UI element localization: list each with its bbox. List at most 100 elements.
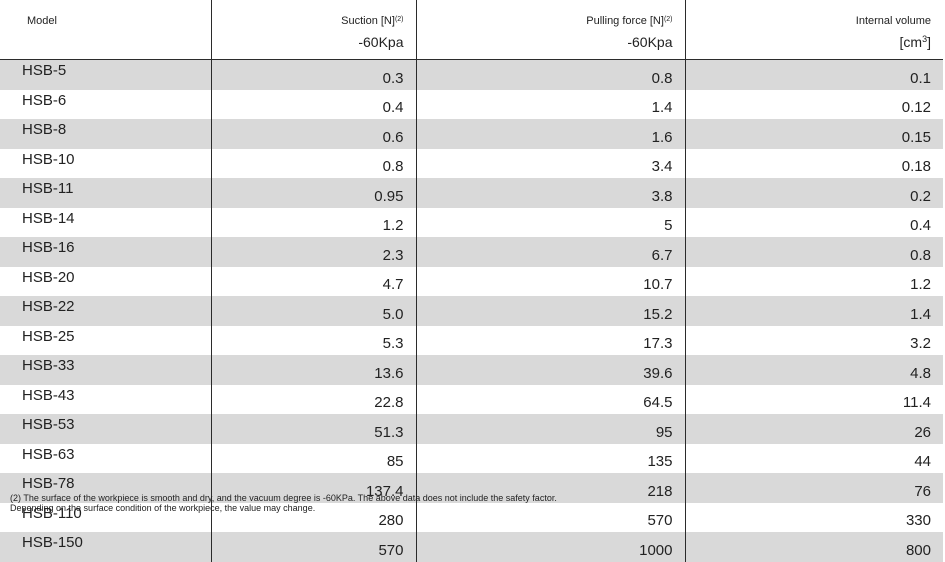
model-cell: HSB-53 (22, 416, 75, 433)
table-row: HSB-11 0.95 3.8 0.2 (0, 178, 943, 208)
suction-cell: 4.7 (210, 266, 416, 296)
suction-cell: 85 (210, 443, 416, 473)
pulling-cell: 218 (415, 473, 685, 503)
pulling-cell: 3.8 (415, 178, 685, 208)
table-row: HSB-63 85 135 44 (0, 443, 943, 473)
volume-cell: 4.8 (684, 355, 943, 385)
volume-cell: 330 (684, 502, 943, 532)
table-row: HSB-20 4.7 10.7 1.2 (0, 266, 943, 296)
volume-cell: 1.2 (684, 266, 943, 296)
table-row: HSB-16 2.3 6.7 0.8 (0, 237, 943, 267)
pulling-cell: 39.6 (415, 355, 685, 385)
model-cell: HSB-25 (22, 327, 75, 345)
model-cell: HSB-33 (22, 357, 75, 374)
suction-cell: 51.3 (210, 414, 416, 444)
model-cell: HSB-11 (22, 180, 74, 197)
header-volume-unit: [cm3] (698, 32, 931, 52)
volume-cell: 0.18 (684, 148, 943, 178)
pulling-cell: 6.7 (415, 237, 685, 267)
pulling-cell: 15.2 (415, 296, 685, 326)
footnote: (2) The surface of the workpiece is smoo… (10, 493, 557, 513)
pulling-cell: 135 (415, 443, 685, 473)
table-row: HSB-25 5.3 17.3 3.2 (0, 325, 943, 355)
table-row: HSB-53 51.3 95 26 (0, 414, 943, 444)
header-suction-label: Suction [N] (341, 15, 395, 27)
suction-cell: 0.95 (210, 178, 416, 208)
table-row: HSB-8 0.6 1.6 0.15 (0, 119, 943, 149)
pulling-cell: 0.8 (415, 59, 685, 90)
table-row: HSB-10 0.8 3.4 0.18 (0, 148, 943, 178)
volume-cell: 0.2 (684, 178, 943, 208)
header-volume-unit-post: ] (927, 34, 931, 50)
suction-cell: 0.8 (210, 148, 416, 178)
volume-cell: 3.2 (684, 325, 943, 355)
pulling-cell: 10.7 (415, 266, 685, 296)
table-row: HSB-150 570 1000 800 (0, 532, 943, 562)
header-pulling-pressure: -60Kpa (627, 34, 673, 50)
pulling-cell: 1000 (415, 532, 685, 562)
header-model: Model (0, 0, 211, 60)
model-cell: HSB-14 (22, 209, 75, 227)
table-row: HSB-6 0.4 1.4 0.12 (0, 89, 943, 119)
volume-cell: 0.15 (684, 119, 943, 149)
header-pulling-label: Pulling force [N] (586, 15, 664, 27)
model-cell: HSB-8 (22, 121, 67, 138)
volume-cell: 0.8 (684, 237, 943, 267)
table-header: Model Suction [N](2) -60Kpa Pulling forc… (0, 0, 943, 60)
table-row: HSB-14 1.2 5 0.4 (0, 207, 943, 237)
volume-cell: 76 (684, 473, 943, 503)
volume-cell: 1.4 (684, 296, 943, 326)
volume-cell: 800 (684, 532, 943, 562)
suction-cell: 2.3 (210, 237, 416, 267)
pulling-cell: 64.5 (415, 384, 685, 414)
footnote-line-2: Depending on the surface condition of th… (10, 503, 316, 513)
pulling-cell: 17.3 (415, 325, 685, 355)
table-row: HSB-33 13.6 39.6 4.8 (0, 355, 943, 385)
suction-cell: 22.8 (210, 384, 416, 414)
model-cell: HSB-22 (22, 298, 75, 315)
model-cell: HSB-150 (22, 534, 83, 551)
suction-cell: 570 (210, 532, 416, 562)
volume-cell: 26 (684, 414, 943, 444)
suction-cell: 5.3 (210, 325, 416, 355)
model-cell: HSB-6 (22, 91, 67, 109)
model-cell: HSB-20 (22, 268, 75, 286)
volume-cell: 11.4 (684, 384, 943, 414)
pulling-cell: 1.4 (415, 89, 685, 119)
footnote-line-1: (2) The surface of the workpiece is smoo… (10, 493, 557, 503)
pulling-cell: 3.4 (415, 148, 685, 178)
pulling-cell: 5 (415, 207, 685, 237)
header-suction-footnote-ref: (2) (394, 16, 404, 23)
header-pulling-footnote-ref: (2) (663, 16, 673, 23)
table-row: HSB-43 22.8 64.5 11.4 (0, 384, 943, 414)
suction-cell: 0.4 (210, 89, 416, 119)
model-cell: HSB-43 (22, 386, 75, 404)
header-volume-unit-exponent: 3 (922, 34, 928, 44)
header-volume-unit-pre: [cm (899, 34, 923, 50)
volume-cell: 44 (684, 443, 943, 473)
suction-cell: 13.6 (210, 355, 416, 385)
model-cell: HSB-63 (22, 445, 75, 463)
header-suction-pressure: -60Kpa (358, 34, 404, 50)
volume-cell: 0.4 (684, 207, 943, 237)
model-cell: HSB-10 (22, 150, 75, 168)
pulling-cell: 95 (415, 414, 685, 444)
volume-cell: 0.12 (684, 89, 943, 119)
model-cell: HSB-16 (22, 239, 75, 256)
header-pulling: Pulling force [N](2) -60Kpa (415, 0, 685, 60)
table-body: HSB-5 0.3 0.8 0.1 HSB-6 0.4 1.4 0.12 HSB-8 0.6 1… (0, 59, 943, 562)
suction-cell: 0.3 (210, 59, 416, 90)
table-row: HSB-5 0.3 0.8 0.1 (0, 59, 943, 90)
model-cell: HSB-5 (22, 62, 67, 79)
suction-cell: 1.2 (210, 207, 416, 237)
header-model-label: Model (27, 15, 57, 27)
suction-cell: 5.0 (210, 296, 416, 326)
header-volume: Internal volume [cm3] (684, 0, 943, 60)
volume-cell: 0.1 (684, 59, 943, 90)
suction-cell: 137.4 (210, 473, 416, 503)
table-row: HSB-22 5.0 15.2 1.4 (0, 296, 943, 326)
header-volume-label: Internal volume (855, 15, 931, 27)
header-suction: Suction [N](2) -60Kpa (210, 0, 416, 60)
table-row: HSB-78 137.4 218 76 (0, 473, 943, 503)
